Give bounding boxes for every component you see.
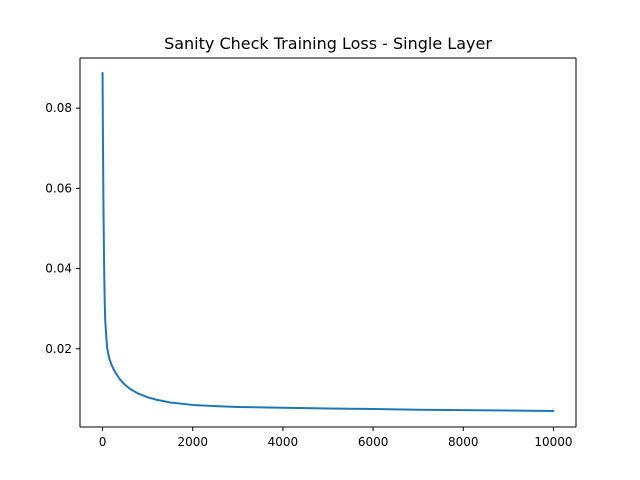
- x-tick-label: 2000: [177, 435, 208, 449]
- x-tick-label: 4000: [268, 435, 299, 449]
- chart-title: Sanity Check Training Loss - Single Laye…: [164, 34, 492, 53]
- y-tick-label: 0.06: [45, 181, 72, 195]
- y-tick-label: 0.04: [45, 262, 72, 276]
- y-axis-ticks: 0.02 0.04 0.06 0.08: [45, 101, 80, 356]
- x-tick-label: 8000: [448, 435, 479, 449]
- y-tick-label: 0.02: [45, 342, 72, 356]
- axes-frame: [79, 57, 577, 428]
- series-line-training-loss: [101, 71, 555, 412]
- x-tick-label: 10000: [534, 435, 572, 449]
- plot-area: [80, 58, 576, 427]
- x-tick-label: 0: [99, 435, 107, 449]
- x-axis-ticks: 0 2000 4000 6000 8000 10000: [99, 427, 573, 449]
- x-tick-label: 6000: [358, 435, 389, 449]
- y-tick-label: 0.08: [45, 101, 72, 115]
